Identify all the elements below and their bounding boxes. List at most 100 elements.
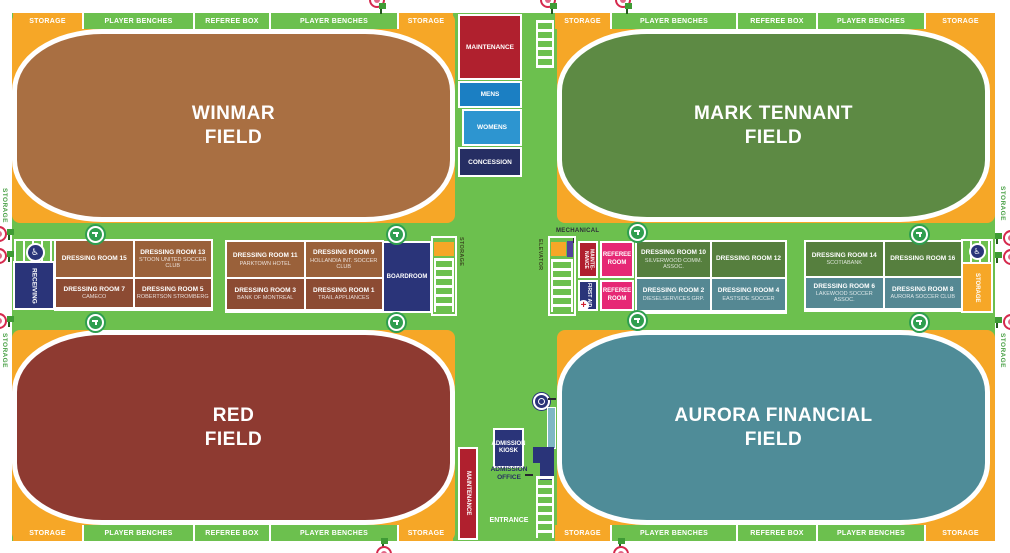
dressing-room-6: DRESSING ROOM 6 LAKEWOOD SOCCER ASSOC.: [806, 278, 883, 308]
fountain-icon: [388, 226, 405, 243]
south-west-bench-strip: STORAGE PLAYER BENCHES REFEREE BOX PLAYE…: [13, 525, 453, 541]
room-name: DRESSING ROOM 9: [313, 249, 375, 257]
fountain-icon: [388, 314, 405, 331]
entrance-marker-icon: [0, 226, 7, 242]
field-name: FIELD: [204, 126, 263, 148]
mechanical-block: [567, 241, 573, 257]
dressing-room-8: DRESSING ROOM 8 AURORA SOCCER CLUB: [884, 278, 961, 308]
elevator-stairwell: [548, 236, 576, 316]
field-name: AURORA FINANCIAL: [674, 404, 873, 426]
entrance-flag-icon: [995, 317, 1002, 328]
dressing-room-9: DRESSING ROOM 9 HOLLANDIA INT. SOCCER CL…: [305, 242, 382, 277]
room-tenant: DIESELSERVICES GRP.: [642, 295, 705, 302]
room-tenant: BANK OF MONTREAL: [237, 295, 294, 302]
room-name: DRESSING ROOM 15: [61, 254, 127, 262]
storage-area: STORAGE: [399, 525, 453, 541]
dressing-room-14: DRESSING ROOM 14 SCOTIABANK: [806, 242, 883, 276]
room-tenant: LAKEWOOD SOCCER ASSOC.: [815, 291, 873, 304]
room-tenant: CAMECO: [82, 294, 107, 301]
first-aid-cross-icon: +: [578, 300, 589, 311]
storage-area: STORAGE: [13, 525, 82, 541]
admission-booth: [540, 447, 554, 480]
entrance-flag-icon: [381, 538, 388, 549]
dressing-room-5: DRESSING ROOM 5 ROBERTSON STROMBERG: [134, 279, 211, 307]
referee-box: REFEREE BOX: [195, 525, 269, 541]
north-east-bench-strip: STORAGE PLAYER BENCHES REFEREE BOX PLAYE…: [555, 13, 995, 29]
fountain-icon: [629, 224, 646, 241]
south-east-bench-strip: STORAGE PLAYER BENCHES REFEREE BOX PLAYE…: [555, 525, 995, 541]
red-field: RED FIELD: [12, 330, 455, 525]
dressing-room-16: DRESSING ROOM 16: [884, 242, 961, 276]
storage-edge-label-ne: STORAGE: [999, 186, 1006, 221]
dressing-room-group-d: DRESSING ROOM 14 SCOTIABANK DRESSING ROO…: [804, 240, 963, 312]
womens-washroom: WOMENS: [462, 109, 522, 146]
entrance-marker-icon: [1003, 230, 1010, 246]
entrance-label: ENTRANCE: [489, 517, 529, 524]
mechanical-label: MECHANICAL: [556, 228, 600, 234]
field-name: MARK TENNANT: [693, 102, 854, 124]
room-name: DRESSING ROOM 1: [313, 286, 375, 294]
storage-area: STORAGE: [926, 13, 995, 29]
dressing-room-group-a: DRESSING ROOM 15 DRESSING ROOM 13 S'TOON…: [54, 239, 213, 311]
accessible-parking-stalls-east: ♿: [961, 239, 993, 264]
winmar-field: WINMAR FIELD: [12, 29, 455, 222]
entrance-marker-icon: [0, 248, 7, 264]
fountain-icon: [911, 314, 928, 331]
room-tenant: PARKTOWN HOTEL: [239, 260, 291, 267]
storage-room-east: STORAGE: [961, 262, 993, 313]
dressing-room-3: DRESSING ROOM 3 BANK OF MONTREAL: [227, 279, 304, 309]
entrance-marker-icon: [1003, 314, 1010, 330]
room-name: DRESSING ROOM 6: [813, 282, 875, 290]
gate-bar: [547, 407, 556, 449]
entrance-flag-icon: [618, 538, 625, 549]
room-name: DRESSING ROOM 10: [640, 249, 706, 257]
booth-pointer-line: [525, 474, 533, 476]
room-tenant: SCOTIABANK: [826, 260, 862, 267]
room-tenant: TRAIL APPLIANCES: [318, 295, 370, 302]
entrance-flag-icon: [7, 251, 14, 262]
field-name: RED: [212, 404, 255, 426]
dressing-room-group-c: DRESSING ROOM 10 SILVERWOOD COMM. ASSOC.…: [635, 240, 787, 314]
storage-label-west: STORAGE: [458, 237, 464, 267]
dressing-room-4: DRESSING ROOM 4 EASTSIDE SOCCER: [712, 279, 785, 310]
dressing-room-7: DRESSING ROOM 7 CAMECO: [56, 279, 133, 307]
player-benches: PLAYER BENCHES: [84, 13, 193, 29]
stairs-icon: [551, 259, 573, 312]
referee-box: REFEREE BOX: [738, 13, 816, 29]
fountain-icon: [87, 226, 104, 243]
referee-box: REFEREE BOX: [195, 13, 269, 29]
admission-office-label: ADMISSION OFFICE: [490, 466, 528, 482]
entrance-marker-icon: [613, 546, 629, 553]
dressing-room-11: DRESSING ROOM 11 PARKTOWN HOTEL: [227, 242, 304, 277]
room-tenant: SILVERWOOD COMM. ASSOC.: [644, 257, 703, 270]
room-name: DRESSING ROOM 13: [140, 248, 206, 256]
room-name: DRESSING ROOM 11: [232, 252, 298, 260]
stairs-icon: [434, 258, 454, 312]
entrance-flag-icon: [550, 3, 557, 14]
entrance-marker-icon: [1003, 249, 1010, 265]
boardroom: BOARDROOM: [382, 241, 432, 313]
elevator-label: ELEVATOR: [537, 239, 543, 271]
entrance-marker-icon: [0, 313, 7, 329]
storage-block: [434, 242, 454, 256]
room-tenant: HOLLANDIA INT. SOCCER CLUB: [310, 257, 378, 270]
player-benches: PLAYER BENCHES: [612, 525, 736, 541]
room-name: DRESSING ROOM 12: [715, 255, 781, 263]
fountain-icon: [87, 314, 104, 331]
dressing-room-1: DRESSING ROOM 1 TRAIL APPLIANCES: [305, 279, 382, 309]
field-name: FIELD: [744, 126, 803, 148]
entrance-flag-icon: [995, 233, 1002, 244]
room-tenant: S'TOON UNITED SOCCER CLUB: [138, 257, 207, 270]
entrance-flag-icon: [995, 252, 1002, 263]
accessible-parking-icon: ♿: [968, 243, 986, 260]
accessible-parking-icon: ♿: [25, 242, 45, 262]
dressing-room-2: DRESSING ROOM 2 DIESELSERVICES GRP.: [637, 279, 710, 310]
fountain-icon: [911, 226, 928, 243]
stairs-south: [536, 476, 554, 538]
player-benches: PLAYER BENCHES: [612, 13, 736, 29]
storage-area: STORAGE: [399, 13, 453, 29]
receiving-bay: RECEIVING: [13, 261, 55, 310]
storage-edge-label-nw: STORAGE: [1, 188, 8, 223]
room-name: DRESSING ROOM 5: [142, 285, 204, 293]
